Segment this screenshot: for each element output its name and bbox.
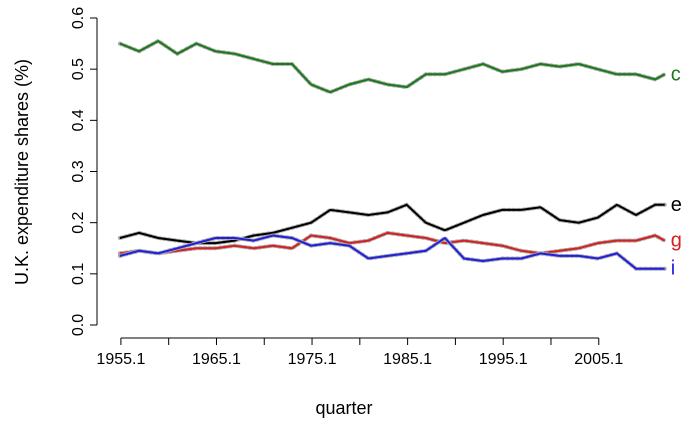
x-tick-label: 1975.1: [288, 351, 337, 368]
y-tick-label: 0.2: [70, 211, 87, 233]
series-line: [119, 39, 666, 94]
y-tick-label: 0.0: [70, 314, 87, 336]
x-tick-label: 1955.1: [96, 351, 145, 368]
y-tick-label: 0.3: [70, 160, 87, 182]
x-tick-label: 1985.1: [383, 351, 432, 368]
x-tick-label: 2005.1: [574, 351, 623, 368]
series-label: i: [671, 258, 675, 280]
x-tick-label: 1965.1: [192, 351, 241, 368]
y-tick-label: 0.5: [70, 58, 87, 80]
series-label: e: [671, 194, 682, 216]
y-tick-label: 0.6: [70, 7, 87, 29]
series-line: [119, 234, 665, 270]
series-label: c: [671, 63, 681, 85]
x-axis-label: quarter: [315, 398, 372, 418]
y-tick-label: 0.4: [70, 109, 87, 131]
series-shadow: [117, 233, 667, 271]
series-line: [119, 231, 666, 255]
y-axis-label: U.K. expenditure shares (%): [12, 59, 32, 285]
series-line: [119, 203, 665, 245]
x-tick-label: 1995.1: [479, 351, 528, 368]
series-label: g: [671, 230, 682, 252]
y-tick-label: 0.1: [70, 263, 87, 285]
